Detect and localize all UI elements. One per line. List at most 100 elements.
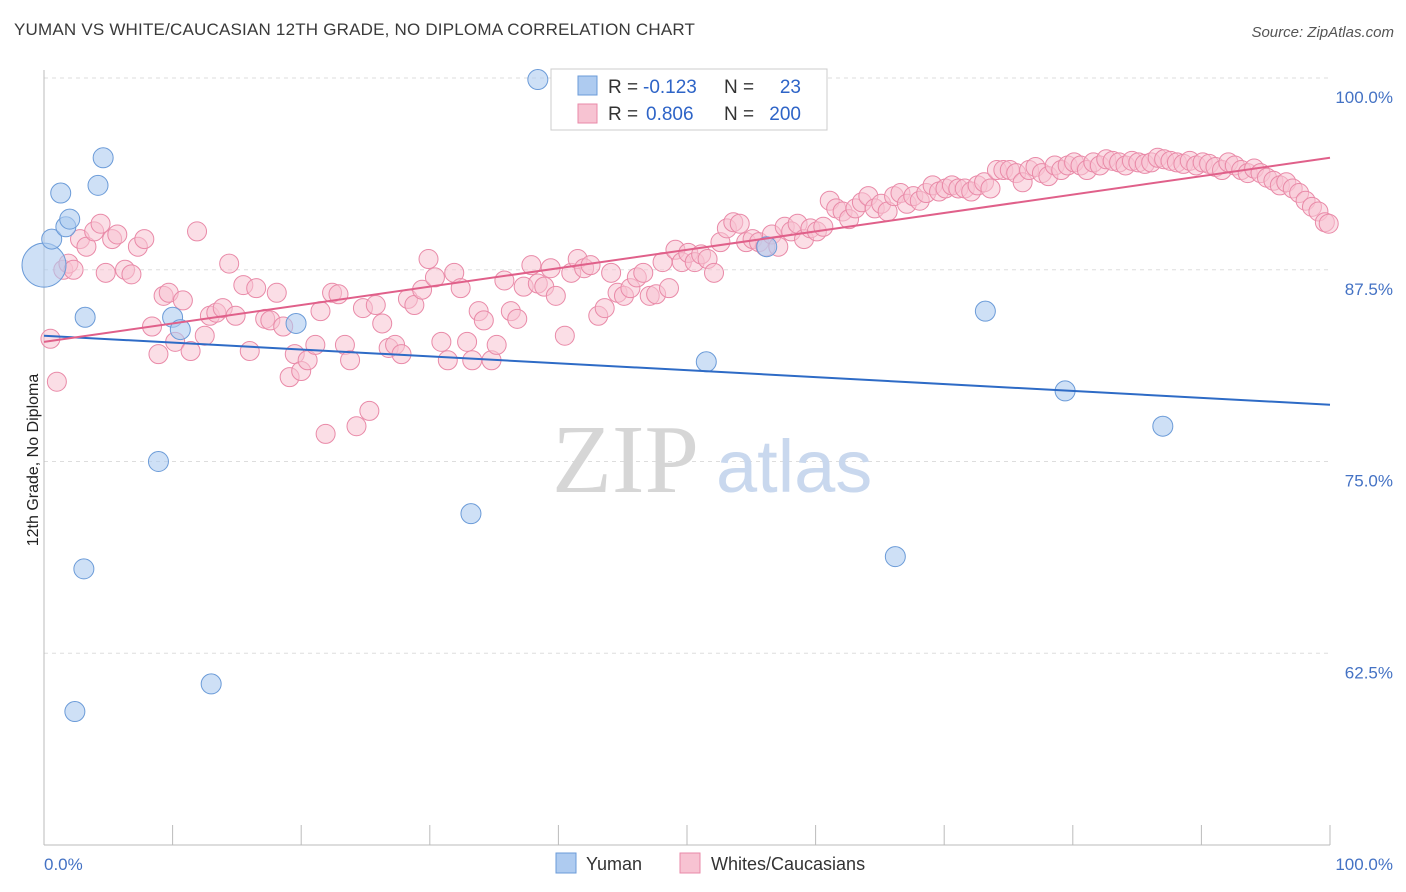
- white-point: [180, 341, 201, 362]
- trend-lines: [43, 156, 1331, 406]
- white-point: [554, 325, 575, 346]
- white-n-value: 200: [769, 104, 801, 125]
- white-r-label: R =: [608, 104, 638, 125]
- white-point: [507, 308, 528, 329]
- y-tick-labels: 62.5% 75.0% 87.5% 100.0%: [1335, 88, 1393, 682]
- white-point: [424, 267, 445, 288]
- yuman-point: [59, 208, 81, 230]
- white-point: [239, 341, 260, 362]
- white-point: [148, 344, 169, 365]
- y-tick-label: 62.5%: [1345, 663, 1393, 682]
- white-point: [462, 350, 483, 371]
- yuman-n-value: 23: [780, 77, 801, 98]
- white-point: [372, 313, 393, 334]
- white-point: [266, 282, 287, 303]
- white-point: [40, 328, 61, 349]
- whites-caucasians-points: [40, 147, 1339, 444]
- white-point: [121, 264, 142, 285]
- axes: [43, 70, 1331, 846]
- white-point: [1318, 213, 1339, 234]
- yuman-point: [147, 451, 169, 472]
- series-legend: Yuman Whites/Caucasians: [555, 852, 865, 874]
- white-point: [494, 270, 515, 291]
- yuman-point: [169, 319, 191, 341]
- white-bottom-label: Whites/Caucasians: [711, 854, 865, 874]
- watermark: ZIP atlas: [552, 406, 872, 514]
- white-point: [521, 255, 542, 276]
- yuman-point: [21, 242, 67, 288]
- yuman-point: [884, 546, 906, 568]
- yuman-point: [527, 69, 549, 91]
- white-point: [187, 221, 208, 242]
- x-tick-label: 100.0%: [1335, 855, 1393, 874]
- yuman-point: [974, 300, 996, 322]
- yuman-point: [73, 558, 95, 580]
- white-point: [365, 295, 386, 316]
- white-point: [340, 350, 361, 371]
- y-axis-title: 12th Grade, No Diploma: [25, 374, 42, 547]
- white-point: [134, 229, 155, 250]
- white-point: [658, 278, 679, 299]
- yuman-bottom-label: Yuman: [586, 854, 642, 874]
- yuman-point: [460, 503, 482, 525]
- yuman-point: [756, 236, 778, 258]
- yuman-trend-line: [43, 334, 1331, 406]
- y-tick-label: 100.0%: [1335, 88, 1393, 107]
- white-point: [95, 262, 116, 283]
- yuman-points: [21, 69, 1174, 723]
- yuman-point: [695, 351, 717, 373]
- white-point: [473, 310, 494, 331]
- white-point: [63, 259, 84, 280]
- y-tick-label: 75.0%: [1345, 472, 1393, 491]
- white-point: [457, 331, 478, 352]
- watermark-zip: ZIP: [552, 406, 699, 514]
- stats-legend: R = -0.123 N = 23 R = 0.806 N = 200: [550, 68, 828, 131]
- yuman-bottom-swatch: [555, 852, 577, 874]
- white-point: [359, 400, 380, 421]
- x-tick-labels: 0.0% 100.0%: [44, 855, 1393, 874]
- yuman-point: [87, 174, 109, 196]
- chart-title: YUMAN VS WHITE/CAUCASIAN 12TH GRADE, NO …: [14, 20, 696, 39]
- white-point: [90, 213, 111, 234]
- yuman-point: [1152, 415, 1174, 437]
- white-point: [172, 290, 193, 311]
- white-point: [418, 249, 439, 270]
- yuman-point: [50, 182, 72, 204]
- white-point: [346, 416, 367, 437]
- white-point: [980, 178, 1001, 199]
- white-point: [246, 278, 267, 299]
- white-point: [601, 262, 622, 283]
- yuman-point: [285, 312, 307, 334]
- white-point: [310, 301, 331, 322]
- yuman-r-label: R =: [608, 77, 638, 98]
- x-tick-label: 0.0%: [44, 855, 83, 874]
- watermark-atlas: atlas: [716, 425, 872, 508]
- yuman-n-label: N =: [724, 77, 754, 98]
- yuman-point: [74, 306, 96, 328]
- white-legend-swatch: [577, 103, 598, 124]
- white-point: [219, 253, 240, 274]
- white-point: [704, 262, 725, 283]
- white-point: [486, 334, 507, 355]
- white-point: [545, 285, 566, 306]
- white-n-label: N =: [724, 104, 754, 125]
- white-point: [431, 331, 452, 352]
- white-point: [633, 262, 654, 283]
- white-r-value: 0.806: [646, 104, 694, 125]
- source-label: Source: ZipAtlas.com: [1251, 24, 1394, 41]
- yuman-point: [41, 228, 63, 250]
- white-point: [594, 298, 615, 319]
- yuman-point: [64, 701, 86, 723]
- white-point: [46, 371, 67, 392]
- white-point: [194, 325, 215, 346]
- yuman-point: [200, 673, 222, 695]
- y-tick-label: 87.5%: [1345, 280, 1393, 299]
- white-point: [729, 213, 750, 234]
- white-point: [437, 350, 458, 371]
- yuman-legend-swatch: [577, 75, 598, 96]
- white-point: [315, 423, 336, 444]
- white-point: [107, 224, 128, 245]
- white-trend-line: [43, 156, 1331, 343]
- yuman-point: [92, 147, 114, 169]
- white-point: [813, 216, 834, 237]
